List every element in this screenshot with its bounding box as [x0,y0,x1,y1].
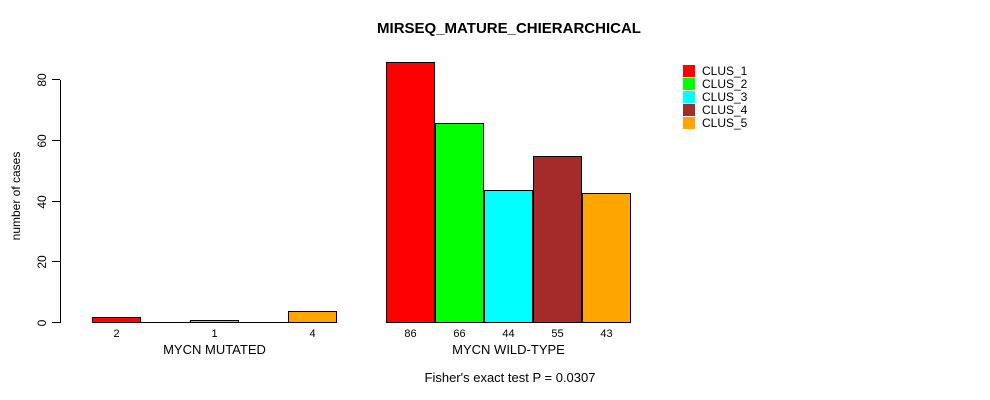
y-axis-tick-label: 80 [35,73,49,88]
legend-swatch-clus_1 [683,65,695,77]
chart-title: MIRSEQ_MATURE_CHIERARCHICAL [377,20,641,37]
group-label-mycn-mutated: MYCN MUTATED [163,342,266,357]
legend-swatch-clus_4 [683,104,695,116]
pvalue-annotation: Fisher's exact test P = 0.0307 [424,370,596,385]
bar-clus_5-wild-type [582,192,631,323]
legend-label-clus_1: CLUS_1 [702,64,748,78]
legend-label-clus_4: CLUS_4 [702,103,748,117]
y-axis-tick-label: 40 [35,195,49,209]
bar-value-label: 1 [211,328,218,340]
bar-value-label: 55 [551,328,564,340]
y-axis-tick [52,261,60,263]
y-axis-tick [52,200,60,202]
bar-value-label: 4 [309,328,316,340]
y-axis-tick-label: 20 [35,255,49,270]
bar-value-label: 2 [113,328,120,340]
legend-swatch-clus_2 [683,78,695,90]
y-axis-tick [52,79,60,81]
y-axis-tick-label: 60 [35,134,49,148]
bar-value-label: 44 [502,328,515,340]
bar-clus_3-mutated [190,319,239,323]
bar-clus_4-wild-type [533,156,582,323]
bar-value-label: 43 [600,328,613,340]
y-axis-tick [52,322,60,323]
y-axis-line [60,80,61,323]
legend-label-clus_3: CLUS_3 [702,90,748,104]
y-axis-tick [52,140,60,142]
legend-label-clus_2: CLUS_2 [702,77,748,91]
legend-swatch-clus_3 [683,91,695,103]
bar-clus_3-wild-type [484,189,533,323]
bar-value-label: 66 [453,328,466,340]
legend-label-clus_5: CLUS_5 [702,116,748,130]
bar-clus_5-mutated [288,310,337,323]
bar-value-label: 86 [404,328,417,340]
y-axis-tick-label: 0 [35,319,49,327]
group-label-mycn-wild-type: MYCN WILD-TYPE [452,342,565,357]
bar-clus_1-wild-type [386,62,435,323]
legend-swatch-clus_5 [683,117,695,129]
bar-clus_1-mutated [92,316,141,323]
y-axis-label: number of cases [9,151,23,241]
bar-clus_2-wild-type [435,122,484,323]
